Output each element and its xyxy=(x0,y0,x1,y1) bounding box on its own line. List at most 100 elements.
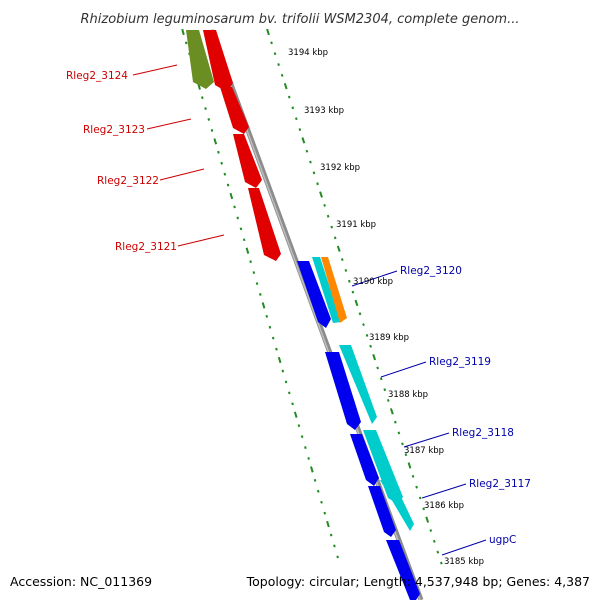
right-tick-mark xyxy=(266,28,270,36)
left-tick-mark xyxy=(229,192,234,200)
left-tick-mark xyxy=(261,302,266,309)
left-tick-mark xyxy=(204,107,207,110)
right-tick-mark xyxy=(351,290,355,294)
right-tick-mark xyxy=(358,312,362,316)
gene-arrow-rleg2-3124-red[interactable] xyxy=(203,30,233,92)
right-tick-mark xyxy=(294,117,298,121)
right-tick-mark xyxy=(376,366,379,370)
gene-arrow-rleg2-3118-blue[interactable] xyxy=(350,434,379,486)
gene-arrow-rleg2-3119-blue[interactable] xyxy=(325,352,361,430)
right-tick-mark xyxy=(372,353,377,361)
left-tick-mark xyxy=(313,478,317,482)
kbp-label: 3193 kbp xyxy=(304,106,344,116)
right-tick-mark xyxy=(348,279,351,283)
accession-text: Accession: NC_011369 xyxy=(10,574,152,589)
right-tick-ruler xyxy=(266,28,443,565)
right-tick-mark xyxy=(305,149,309,153)
kbp-label: 3190 kbp xyxy=(353,277,393,287)
right-tick-mark xyxy=(316,182,319,186)
gene-label-rleg2-3120[interactable]: Rleg2_3120 xyxy=(400,265,462,277)
right-tick-mark xyxy=(383,388,387,392)
gene-arrow-rleg2-3124[interactable] xyxy=(186,30,214,89)
kbp-label: 3187 kbp xyxy=(404,446,444,456)
gene-label-rleg2-3124[interactable]: Rleg2_3124 xyxy=(66,70,128,82)
gene-label-rleg2-3119[interactable]: Rleg2_3119 xyxy=(429,356,491,368)
genome-summary-text: Topology: circular; Length: 4,537,948 bp… xyxy=(246,574,590,589)
right-tick-mark xyxy=(298,128,302,131)
right-tick-mark xyxy=(440,561,443,565)
right-tick-mark xyxy=(309,160,312,164)
left-tick-mark xyxy=(316,489,320,493)
kbp-label: 3186 kbp xyxy=(424,501,464,511)
right-tick-mark xyxy=(386,398,390,402)
gene-arrow-rleg2-3117-blue[interactable] xyxy=(368,486,396,537)
right-tick-mark xyxy=(425,516,430,523)
right-tick-mark xyxy=(301,137,306,144)
gene-arrow-rleg2-3120-blue[interactable] xyxy=(297,261,331,328)
left-tick-mark xyxy=(310,466,314,473)
left-tick-mark xyxy=(275,347,278,351)
right-tick-mark xyxy=(270,41,273,45)
left-tick-mark xyxy=(181,28,185,36)
gene-arrow-rleg2-3117-cyan[interactable] xyxy=(380,480,414,531)
right-tick-mark xyxy=(340,258,344,262)
left-tick-mark xyxy=(255,282,259,285)
left-tick-mark xyxy=(259,293,262,296)
gene-arrow-rleg2-3120-cyan[interactable] xyxy=(312,257,341,323)
right-tick-mark xyxy=(362,323,365,327)
right-tick-mark xyxy=(291,106,295,110)
kbp-label: 3191 kbp xyxy=(336,220,376,230)
left-tick-mark xyxy=(300,435,304,439)
left-tick-mark xyxy=(239,227,243,231)
left-tick-mark xyxy=(223,172,227,176)
gene-label-ugpc[interactable]: ugpC xyxy=(489,534,516,546)
left-tick-mark xyxy=(304,446,307,449)
left-tick-mark xyxy=(265,314,269,318)
right-tick-mark xyxy=(429,529,433,532)
genome-title: Rhizobium leguminosarum bv. trifolii WSM… xyxy=(81,12,520,27)
left-tick-mark xyxy=(297,424,301,428)
right-tick-mark xyxy=(394,420,397,424)
left-tick-mark xyxy=(333,544,336,548)
left-tick-mark xyxy=(236,216,240,220)
right-tick-mark xyxy=(323,203,326,207)
right-tick-mark xyxy=(277,63,280,67)
left-tick-mark xyxy=(201,96,204,100)
right-tick-mark xyxy=(280,73,284,77)
left-tick-mark xyxy=(271,336,275,340)
gene-arrow-ugpc[interactable] xyxy=(386,540,420,600)
left-tick-mark xyxy=(336,555,339,559)
left-tick-mark xyxy=(245,247,250,254)
left-tick-mark xyxy=(233,205,236,209)
right-tick-mark xyxy=(330,225,334,229)
gene-arrow-rleg2-3119-cyan[interactable] xyxy=(339,345,377,424)
left-tick-mark xyxy=(252,271,256,274)
right-tick-mark xyxy=(407,462,412,469)
right-strand-genes xyxy=(297,257,420,600)
gene-label-rleg2-3122[interactable]: Rleg2_3122 xyxy=(97,175,159,187)
right-tick-mark xyxy=(418,496,422,500)
gene-label-rleg2-3117[interactable]: Rleg2_3117 xyxy=(469,478,531,490)
right-tick-mark xyxy=(415,485,418,489)
gene-arrow-rleg2-3121[interactable] xyxy=(248,188,281,261)
right-tick-mark xyxy=(365,334,369,337)
gene-arrow-rleg2-3120-orange[interactable] xyxy=(321,257,347,323)
left-tick-mark xyxy=(307,457,310,460)
gene-label-rleg2-3123[interactable]: Rleg2_3123 xyxy=(83,124,145,136)
right-tick-mark xyxy=(436,550,440,554)
left-tick-mark xyxy=(277,356,282,364)
gene-label-rleg2-3121[interactable]: Rleg2_3121 xyxy=(115,241,177,253)
kbp-label: 3185 kbp xyxy=(444,557,484,567)
right-tick-mark xyxy=(379,377,383,381)
left-strand-genes xyxy=(186,30,281,261)
right-tick-mark xyxy=(344,269,348,272)
gene-arrow-rleg2-3123[interactable] xyxy=(220,87,249,134)
right-gene-labels: Rleg2_3120 Rleg2_3119 Rleg2_3118 Rleg2_3… xyxy=(351,265,531,556)
left-tick-mark xyxy=(281,369,285,373)
left-tick-mark xyxy=(268,325,272,329)
gene-label-rleg2-3118[interactable]: Rleg2_3118 xyxy=(452,427,514,439)
gene-arrow-rleg2-3122[interactable] xyxy=(233,134,262,188)
left-tick-mark xyxy=(249,260,252,264)
left-tick-mark xyxy=(320,500,323,504)
